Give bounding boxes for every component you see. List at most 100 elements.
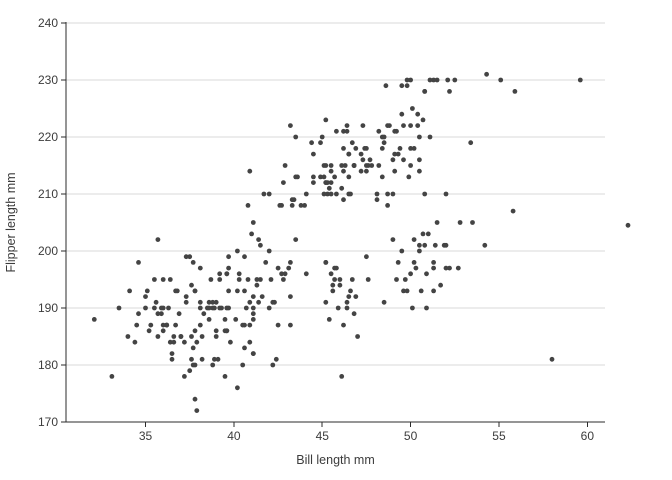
data-point — [411, 146, 417, 151]
data-point — [510, 208, 516, 214]
data-point — [353, 294, 359, 299]
data-point — [247, 168, 253, 174]
data-point — [256, 237, 261, 243]
data-point — [353, 146, 359, 151]
data-point — [455, 265, 461, 271]
data-point — [190, 260, 196, 265]
data-point — [236, 277, 242, 282]
data-point — [187, 368, 193, 374]
data-point — [408, 271, 413, 277]
data-point — [326, 317, 332, 322]
x-tick-label: 60 — [581, 429, 595, 443]
data-point — [116, 305, 122, 311]
data-point — [411, 260, 417, 265]
data-point — [91, 317, 97, 322]
data-point — [281, 277, 286, 282]
data-point — [346, 294, 352, 299]
data-point — [199, 356, 205, 362]
data-point — [332, 277, 337, 282]
data-point — [303, 191, 309, 197]
data-point — [326, 185, 332, 191]
data-point — [369, 163, 375, 168]
data-point — [311, 174, 316, 180]
data-point — [346, 151, 352, 157]
data-point — [187, 254, 193, 260]
data-point — [298, 203, 304, 208]
data-point — [293, 134, 299, 140]
data-point — [337, 282, 343, 288]
data-point — [512, 89, 518, 94]
data-point — [261, 191, 267, 197]
data-point — [420, 231, 426, 237]
data-point — [226, 254, 232, 260]
data-point — [250, 317, 256, 322]
data-point — [286, 265, 292, 271]
data-point — [328, 271, 334, 277]
data-point — [212, 356, 217, 362]
data-point — [242, 345, 247, 351]
data-point — [266, 191, 272, 197]
data-point — [381, 299, 387, 305]
data-point — [254, 277, 260, 282]
data-point — [268, 277, 274, 282]
data-point — [136, 260, 141, 265]
data-point — [192, 288, 198, 294]
data-point — [417, 168, 422, 174]
data-point — [236, 271, 242, 277]
data-point — [291, 197, 297, 203]
data-point — [434, 77, 440, 83]
y-tick-label: 200 — [38, 244, 58, 258]
data-point — [190, 345, 196, 351]
data-point — [328, 191, 334, 197]
data-point — [183, 299, 189, 305]
data-point — [349, 140, 355, 146]
data-point — [328, 163, 334, 168]
data-point — [385, 191, 390, 197]
data-point — [411, 237, 417, 243]
data-point — [344, 299, 350, 305]
data-point — [387, 123, 392, 128]
data-point — [275, 265, 281, 271]
data-point — [160, 328, 166, 334]
data-point — [192, 328, 198, 334]
data-point — [402, 277, 408, 282]
data-point — [452, 77, 458, 83]
data-point — [395, 260, 401, 265]
data-point — [404, 288, 410, 294]
data-point — [169, 351, 175, 356]
data-point — [424, 305, 429, 311]
data-point — [258, 242, 263, 248]
y-tick-label: 180 — [38, 358, 58, 372]
data-point — [288, 123, 293, 128]
y-axis-title: Flipper length mm — [4, 172, 18, 272]
data-point — [136, 311, 141, 317]
data-point — [289, 203, 295, 208]
data-point — [339, 163, 345, 168]
data-point — [206, 317, 212, 322]
data-point — [484, 71, 489, 77]
data-point — [342, 163, 348, 168]
x-axis-title: Bill length mm — [296, 453, 375, 467]
x-tick-label: 50 — [404, 429, 418, 443]
data-point — [337, 277, 343, 282]
data-point — [189, 356, 194, 362]
data-point — [344, 305, 350, 311]
data-point — [242, 288, 247, 294]
data-point — [410, 106, 415, 111]
data-point — [341, 128, 346, 134]
data-point — [376, 163, 382, 168]
data-point — [434, 220, 440, 225]
data-point — [381, 134, 387, 140]
data-point — [367, 157, 373, 163]
data-point — [482, 242, 488, 248]
data-point — [408, 146, 413, 151]
data-point — [399, 111, 405, 117]
data-point — [235, 288, 240, 294]
data-point — [235, 385, 240, 391]
data-point — [417, 157, 422, 163]
data-point — [266, 248, 272, 254]
data-point — [247, 322, 253, 328]
data-point — [197, 299, 203, 305]
data-point — [127, 288, 132, 294]
